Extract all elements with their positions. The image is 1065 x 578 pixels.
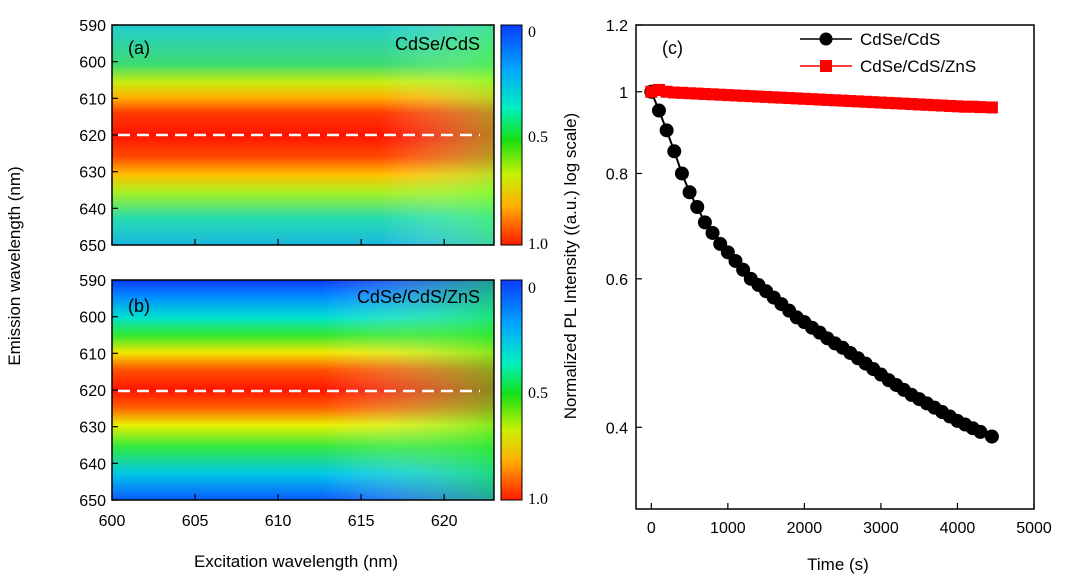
scatter-ytick-label: 0.8: [606, 166, 628, 183]
legend-marker-cdse-cds-zns: [820, 60, 832, 72]
colorbar-a-bar: [500, 24, 523, 246]
shared-xlabel: Excitation wavelength (nm): [194, 552, 398, 571]
scatter-xtick-label: 5000: [1016, 520, 1052, 537]
series-cdse-cds-point: [651, 103, 666, 118]
series-cdse-cds-point: [705, 225, 720, 240]
legend-label: CdSe/CdS: [860, 30, 940, 49]
heatmap-a-ytick-label: 600: [79, 55, 106, 72]
heatmap-b-ytick-label: 590: [79, 273, 106, 290]
scatter-xtick-label: 2000: [787, 520, 823, 537]
series-cdse-cds-point: [682, 185, 697, 200]
scatter-panel-c: Normalized PL Intensity ((a.u.) log scal…: [561, 18, 1052, 574]
heatmap-panel-b: (b) CdSe/CdS/ZnS 590 600 610 620 630 640 650 60…: [79, 273, 495, 530]
scatter-xtick-label: 4000: [940, 520, 976, 537]
scatter-plot-area: 0 1000 2000 3000 4000 5000 0.4 0.6 0.8 1 1.2: [606, 18, 1052, 537]
scatter-xtick-label: 1000: [710, 520, 746, 537]
colorbar-a-tick: 0.5: [528, 129, 548, 146]
heatmap-b-tail: [112, 280, 494, 500]
heatmap-a-ytick-label: 650: [79, 238, 106, 255]
legend-label: CdSe/CdS/ZnS: [860, 57, 976, 76]
legend-marker-cdse-cds: [819, 32, 833, 46]
colorbar-a: 0 0.5 1.0: [500, 24, 548, 253]
heatmap-b-ytick-label: 630: [79, 420, 106, 437]
colorbar-a-tick: 1.0: [528, 236, 548, 253]
scatter-ytick-label: 1: [619, 85, 628, 102]
scatter-ytick-label: 0.4: [606, 420, 628, 437]
panel-label-b: (b): [128, 296, 150, 316]
colorbar-b-tick: 0: [528, 280, 536, 297]
heatmap-b-xtick-label: 615: [348, 513, 375, 530]
series-cdse-cds-point: [973, 424, 988, 439]
series-cdse-cds-zns-point: [985, 101, 998, 114]
series-cdse-cds-point: [984, 429, 999, 444]
scatter-xtick-label: 3000: [863, 520, 899, 537]
scatter-ytick-label: 0.6: [606, 272, 628, 289]
scatter-ytick-label: 1.2: [606, 18, 628, 35]
colorbar-b-tick: 0.5: [528, 385, 548, 402]
heatmap-a-title: CdSe/CdS: [395, 34, 480, 54]
heatmap-a-ytick-label: 590: [79, 18, 106, 35]
heatmap-panel-a: (a) CdSe/CdS 590 600 610 620 630 640 650: [79, 18, 495, 255]
scatter-xlabel: Time (s): [807, 555, 869, 574]
heatmap-b-xtick-label: 620: [431, 513, 458, 530]
heatmap-b-ticks: 590 600 610 620 630 640 650 600 605 610 615 620: [79, 273, 457, 530]
heatmap-b-ytick-label: 620: [79, 383, 106, 400]
scatter-frame: [635, 24, 1035, 510]
heatmap-b-ytick-label: 600: [79, 310, 106, 327]
heatmap-b-title: CdSe/CdS/ZnS: [357, 287, 480, 307]
heatmap-a-ticks: 590 600 610 620 630 640 650: [79, 18, 445, 255]
heatmap-b-ytick-label: 610: [79, 346, 106, 363]
heatmap-a-ytick-label: 630: [79, 165, 106, 182]
series-cdse-cds-zns-point: [974, 101, 987, 114]
heatmap-b-ytick-label: 640: [79, 456, 106, 473]
heatmap-b-ytick-label: 650: [79, 493, 106, 510]
series-cdse-cds-point: [674, 166, 689, 181]
colorbar-b-bar: [500, 279, 523, 501]
heatmap-a-ytick-label: 610: [79, 91, 106, 108]
legend: CdSe/CdS CdSe/CdS/ZnS: [800, 30, 976, 76]
panel-label-c: (c): [662, 38, 683, 58]
heatmap-a-tail: [112, 25, 494, 245]
heatmap-b-xtick-label: 605: [182, 513, 209, 530]
series-cdse-cds-point: [690, 200, 705, 215]
heatmap-a-ytick-label: 640: [79, 201, 106, 218]
heatmap-b-xtick-label: 610: [265, 513, 292, 530]
series-cdse-cds-line: [650, 91, 993, 438]
colorbar-b-tick: 1.0: [528, 491, 548, 508]
heatmap-b-xtick-label: 600: [99, 513, 126, 530]
scatter-ylabel: Normalized PL Intensity ((a.u.) log scal…: [561, 113, 580, 419]
scatter-xtick-label: 0: [647, 520, 656, 537]
panel-label-a: (a): [128, 38, 150, 58]
colorbar-a-tick: 0: [528, 24, 536, 41]
series-cdse-cds-point: [697, 215, 712, 230]
colorbar-b: 0 0.5 1.0: [500, 279, 548, 508]
series-cdse-cds-point: [659, 123, 674, 138]
shared-ylabel: Emission wavelength (nm): [5, 166, 24, 365]
series-cdse-cds-point: [667, 144, 682, 159]
heatmap-a-ytick-label: 620: [79, 128, 106, 145]
